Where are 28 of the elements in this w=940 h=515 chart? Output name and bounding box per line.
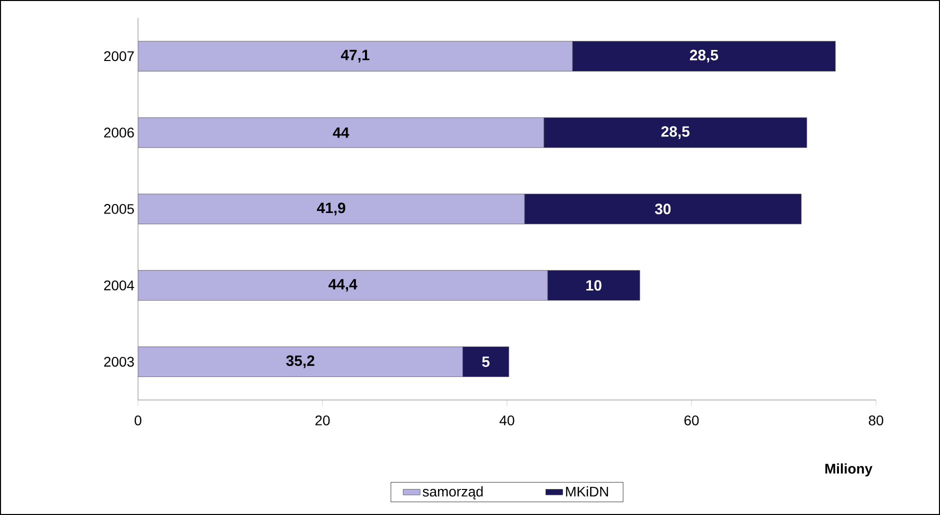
data-label: 41,9 xyxy=(316,202,346,216)
bar xyxy=(138,270,548,301)
y-tick-label: 2003 xyxy=(104,356,134,367)
data-label: 44 xyxy=(332,127,350,138)
data-label: 35,2 xyxy=(286,355,314,368)
bar xyxy=(138,194,525,224)
bar xyxy=(138,40,573,72)
y-tick-label: 2004 xyxy=(104,280,134,290)
x-tick-label: 60 xyxy=(684,416,699,426)
legend-label: MKiDN xyxy=(566,486,608,496)
y-tick-label: 2007 xyxy=(104,51,134,62)
data-label: 5 xyxy=(482,356,490,367)
x-axis-title: Miliony xyxy=(825,463,872,476)
x-tick-label: 0 xyxy=(134,416,142,426)
y-tick-label: 2006 xyxy=(104,128,134,138)
data-label: 44,4 xyxy=(328,279,358,292)
data-label: 28,5 xyxy=(661,126,690,139)
x-tick-label: 40 xyxy=(500,416,514,426)
bar xyxy=(138,117,544,148)
bar xyxy=(138,346,463,377)
data-label: 47,1 xyxy=(340,50,370,62)
x-tick-label: 20 xyxy=(315,416,330,426)
data-label: 28,5 xyxy=(690,50,718,63)
legend-label: samorząd xyxy=(422,486,483,500)
data-label: 10 xyxy=(586,280,602,291)
data-label: 30 xyxy=(654,204,671,214)
x-tick-label: 80 xyxy=(868,416,884,426)
y-tick-label: 2005 xyxy=(104,204,134,214)
